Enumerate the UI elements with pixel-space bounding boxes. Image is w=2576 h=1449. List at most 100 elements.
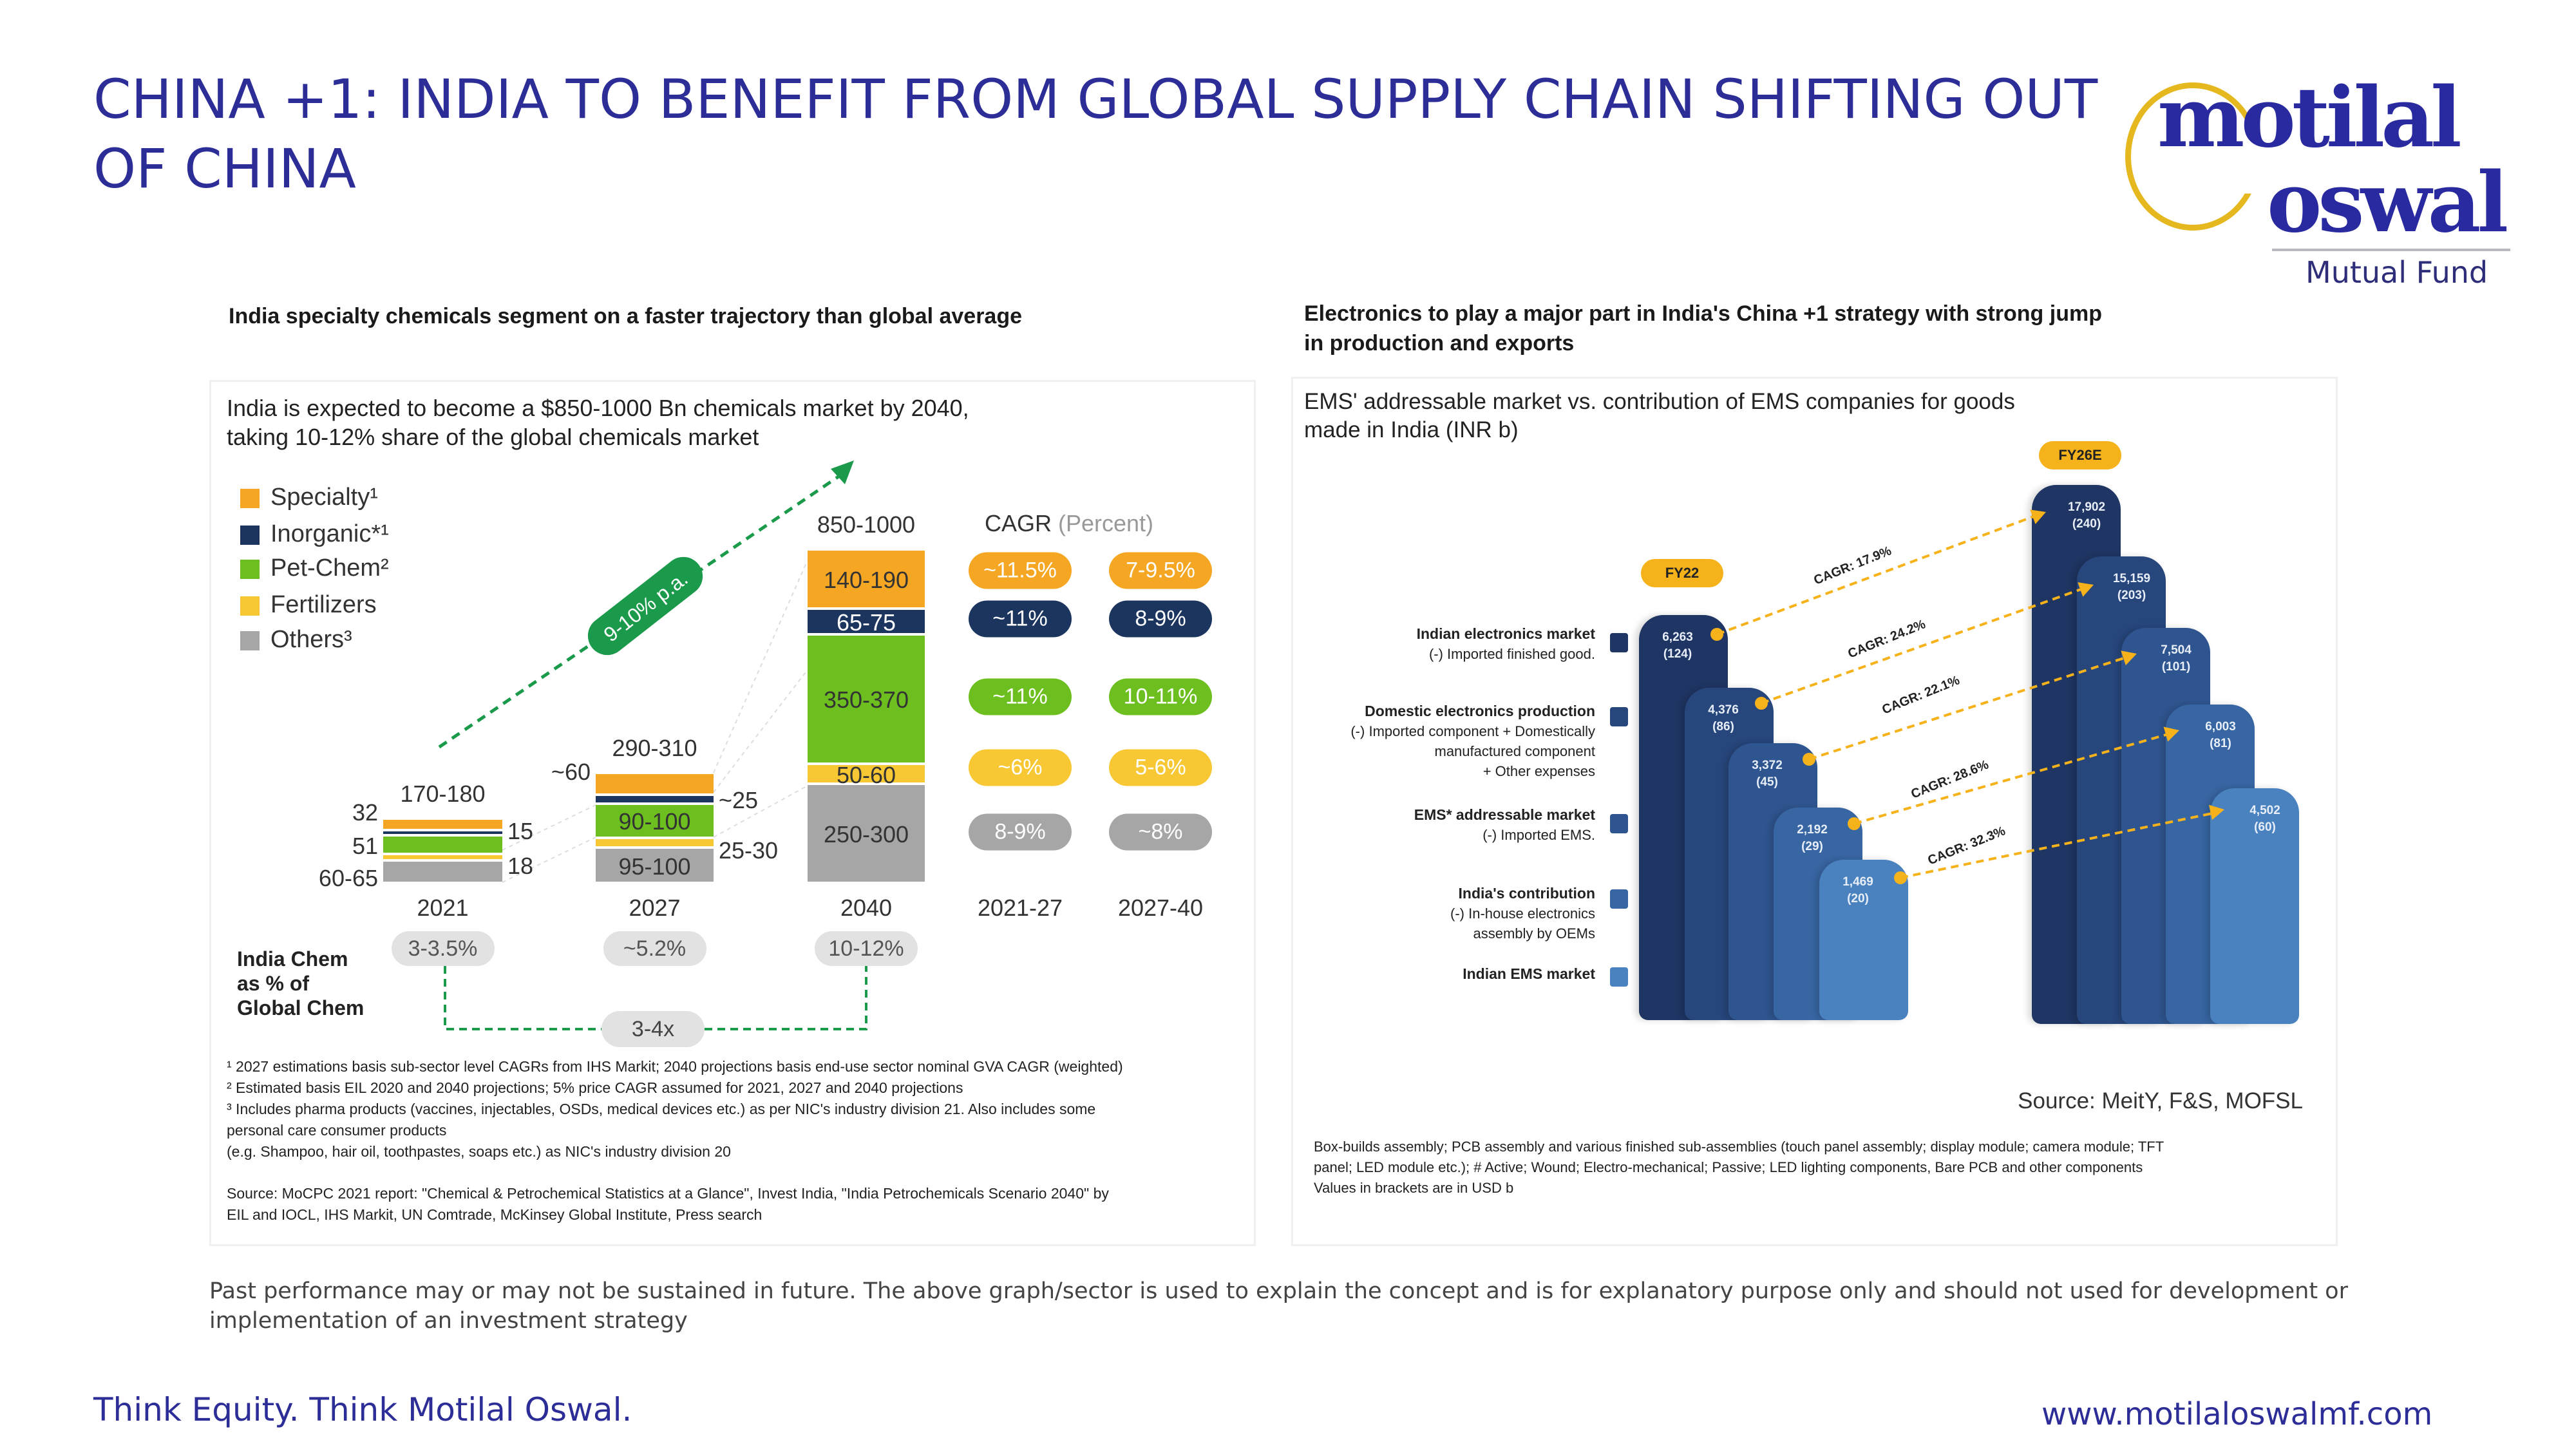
value-usd: (240): [2072, 517, 2101, 531]
legend-title: India's contribution: [1458, 885, 1595, 902]
legend-subline: manufactured component: [1434, 743, 1596, 759]
cagr-title: CAGR: [984, 510, 1052, 536]
cagr-pill: 8-9%: [969, 813, 1072, 851]
page-title: CHINA +1: INDIA TO BENEFIT FROM GLOBAL S…: [93, 68, 2098, 200]
bar-segment-specialty: [383, 820, 502, 829]
cagr-pill: ~6%: [969, 749, 1072, 786]
cagr-start-dot-icon: [1803, 753, 1815, 766]
cagr-pill: ~8%: [1109, 813, 1212, 851]
cagr-pill: ~11.5%: [969, 552, 1072, 589]
bar-segment-inorganic: [383, 831, 502, 835]
share-label-1: India Chem: [237, 947, 348, 971]
share-of-global-pill: 10-12%: [815, 931, 918, 966]
left-footnotes: ¹ 2027 estimations basis sub-sector leve…: [227, 1056, 1123, 1226]
cagr-label: CAGR: 17.9%: [1812, 544, 1893, 587]
value-usd: (203): [2117, 589, 2146, 602]
legend-subline: (-) In-house electronics: [1450, 905, 1595, 922]
ems-bar-value: 1,469 (20): [1832, 874, 1884, 907]
bar-segment-others: [383, 862, 502, 882]
segment-value-label: 18: [507, 852, 534, 879]
footnote-line: panel; LED module etc.); # Active; Wound…: [1314, 1159, 2143, 1175]
cagr-arrowhead-icon: [2163, 726, 2179, 742]
logo-subtitle: Mutual Fund: [2306, 255, 2488, 290]
legend-title: EMS* addressable market: [1414, 806, 1595, 823]
ems-legend-item: Indian EMS market: [1463, 964, 1595, 984]
multiplier-bracket: [444, 966, 867, 1030]
legend-subline: (-) Imported finished good.: [1428, 646, 1595, 662]
footnote-line: Source: MoCPC 2021 report: "Chemical & P…: [227, 1185, 1109, 1202]
bar-total-label: 850-1000: [817, 511, 916, 538]
legend-subline: (-) Imported component + Domestically: [1350, 723, 1595, 739]
bar-segment-petchem: [808, 635, 925, 763]
footer-url[interactable]: www.motilaloswalmf.com: [2041, 1396, 2433, 1432]
right-subtitle-2: made in India (INR b): [1304, 417, 1519, 442]
legend-subline: assembly by OEMs: [1473, 925, 1596, 942]
legend-title: Indian EMS market: [1463, 965, 1595, 982]
cagr-pill: ~11%: [969, 678, 1072, 715]
segment-value-label: 60-65: [318, 864, 378, 891]
share-label-2: as % of: [237, 972, 310, 995]
segment-value-label: ~25: [719, 786, 759, 813]
legend-swatch: [1610, 889, 1628, 909]
value-usd: (101): [2161, 660, 2191, 674]
ems-bar-value: 3,372 (45): [1741, 757, 1793, 791]
footer-tagline: Think Equity. Think Motilal Oswal.: [93, 1391, 632, 1428]
legend-swatch: [240, 560, 260, 579]
bar-segment-fertilizers: [383, 855, 502, 859]
value-inr: 6,003: [2205, 720, 2236, 734]
legend-swatch: [1610, 967, 1628, 987]
segment-value-label: 15: [507, 818, 534, 845]
ems-bar-value: 7,504 (101): [2150, 642, 2202, 676]
left-subtitle-1: India is expected to become a $850-1000 …: [227, 395, 969, 421]
cagr-pill: 10-11%: [1109, 678, 1212, 715]
cagr-arrow-line: [1808, 656, 2128, 761]
cagr-label: CAGR: 28.6%: [1909, 757, 1991, 801]
bar-total-label: 290-310: [612, 735, 697, 762]
value-inr: 1,469: [1842, 875, 1873, 889]
ems-bar-value: 6,003 (81): [2195, 719, 2246, 752]
value-usd: (45): [1756, 775, 1778, 789]
value-inr: 6,263: [1662, 630, 1693, 644]
cagr-arrow-line: [1900, 811, 2216, 879]
legend-swatch: [240, 489, 260, 508]
cagr-start-dot-icon: [1848, 817, 1861, 830]
legend-swatch: [1610, 814, 1628, 833]
cagr-arrow-line: [1716, 514, 2038, 636]
value-usd: (124): [1663, 647, 1692, 661]
segment-value-label: 25-30: [719, 837, 779, 864]
segment-value-label: 95-100: [618, 853, 691, 880]
bar-segment-petchem: [383, 837, 502, 853]
growth-pill-bg: [587, 556, 703, 656]
legend-title: Indian electronics market: [1416, 625, 1595, 642]
bar-segment-fertilizers: [596, 839, 714, 847]
cagr-arrow-line: [1853, 732, 2171, 825]
ems-legend-item: Indian electronics market (-) Imported fi…: [1417, 624, 1595, 664]
right-panel: [1291, 377, 2338, 1246]
growth-arrowhead-icon: [831, 460, 854, 484]
value-usd: (81): [2210, 737, 2231, 750]
left-panel: [209, 380, 1256, 1246]
legend-label: Others³: [270, 626, 352, 653]
connector-line: [713, 669, 808, 793]
share-of-global-pill: ~5.2%: [603, 931, 706, 966]
segment-value-label: ~60: [551, 759, 591, 785]
year-label: 2027: [629, 895, 681, 921]
cagr-period-label: 2027-40: [1117, 895, 1204, 921]
segment-value-label: 90-100: [618, 808, 691, 835]
cagr-label: CAGR: 22.1%: [1880, 673, 1962, 717]
ems-bar-fy22: [1819, 860, 1908, 1020]
connector-line: [502, 837, 596, 883]
segment-value-label: 65-75: [836, 609, 896, 636]
share-of-global-pill: 3-3.5%: [391, 931, 495, 966]
cagr-start-dot-icon: [1755, 697, 1768, 710]
legend-label: Inorganic*¹: [270, 520, 389, 547]
connector-line: [502, 804, 596, 851]
cagr-period-label: 2021-27: [977, 895, 1063, 921]
right-subtitle-1: EMS' addressable market vs. contribution…: [1304, 389, 2015, 414]
value-inr: 15,159: [2112, 572, 2151, 585]
cagr-arrow-line: [1761, 587, 2085, 705]
ems-bar-value: 17,902 (240): [2061, 499, 2112, 533]
legend-swatch: [240, 596, 260, 616]
right-source: Source: MeitY, F&S, MOFSL: [2018, 1088, 2303, 1113]
